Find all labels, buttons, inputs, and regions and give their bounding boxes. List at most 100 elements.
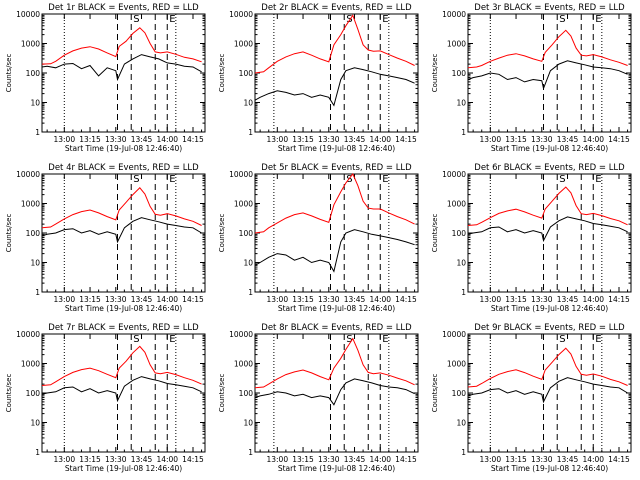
- chart-panel-9: Det 9r BLACK = Events, RED = LLD 1 10 100 10…: [431, 323, 632, 473]
- x-tick-label: 13:45: [557, 455, 579, 464]
- y-tick-label: 1: [35, 288, 40, 297]
- y-tick-label: 1: [248, 448, 253, 457]
- x-tick-label: 13:15: [79, 295, 101, 304]
- lld-series-line: [41, 345, 202, 386]
- x-tick-label: 13:15: [79, 455, 101, 464]
- start-marker-label: S: [346, 14, 352, 25]
- plot-frame: [254, 333, 419, 453]
- chart-panel-5: Det 5r BLACK = Events, RED = LLD 1 10 100 10…: [218, 163, 419, 313]
- x-tick-label: 13:30: [105, 295, 127, 304]
- x-tick-label: 13:15: [505, 455, 527, 464]
- y-tick-label: 10: [456, 259, 466, 268]
- chart-panel-2: Det 2r BLACK = Events, RED = LLD 1 10 100 10…: [218, 3, 419, 153]
- y-tick-label: 10000: [229, 330, 253, 339]
- events-series-line: [254, 229, 415, 273]
- lld-series-line: [467, 347, 628, 388]
- x-tick-label: 14:00: [369, 135, 391, 144]
- x-tick-label: 14:15: [182, 135, 204, 144]
- x-tick-label: 14:15: [608, 455, 630, 464]
- y-tick-label: 10000: [442, 170, 466, 179]
- lld-series-line: [254, 337, 415, 389]
- x-axis-label: Start Time (19-Jul-08 12:46:40): [491, 304, 608, 313]
- start-marker-label: S: [346, 174, 352, 185]
- x-tick-label: 13:15: [292, 295, 314, 304]
- y-tick-label: 1000: [447, 360, 466, 369]
- y-axis-label: Counts/sec: [218, 374, 226, 413]
- y-axis-label: Counts/sec: [218, 54, 226, 93]
- start-marker-label: S: [559, 334, 565, 345]
- y-tick-label: 1000: [447, 200, 466, 209]
- start-marker-label: S: [559, 174, 565, 185]
- chart-panel-4: Det 4r BLACK = Events, RED = LLD 1 10 100 10…: [5, 163, 206, 313]
- end-marker-label: E: [382, 334, 388, 345]
- chart-panel-8: Det 8r BLACK = Events, RED = LLD 1 10 100 10…: [218, 323, 419, 473]
- y-tick-label: 1000: [21, 200, 40, 209]
- y-tick-label: 10000: [16, 10, 40, 19]
- end-marker-label: E: [382, 14, 388, 25]
- plot-frame: [467, 173, 632, 293]
- plot-frame: [41, 13, 206, 133]
- y-tick-label: 10000: [16, 170, 40, 179]
- x-tick-label: 14:00: [582, 455, 604, 464]
- x-tick-label: 13:15: [505, 135, 527, 144]
- chart-title: Det 5r BLACK = Events, RED = LLD: [261, 163, 412, 173]
- y-tick-label: 100: [26, 229, 41, 238]
- chart-panel-7: Det 7r BLACK = Events, RED = LLD 1 10 100 10…: [5, 323, 206, 473]
- x-tick-label: 13:30: [105, 455, 127, 464]
- y-tick-label: 1000: [234, 40, 253, 49]
- y-axis-label: Counts/sec: [431, 54, 439, 93]
- y-tick-label: 1: [248, 288, 253, 297]
- lld-series-line: [41, 27, 202, 65]
- y-tick-label: 100: [452, 229, 467, 238]
- chart-title: Det 8r BLACK = Events, RED = LLD: [261, 323, 412, 333]
- events-series-line: [41, 217, 202, 244]
- events-series-line: [467, 377, 628, 404]
- chart-panel-6: Det 6r BLACK = Events, RED = LLD 1 10 100 10…: [431, 163, 632, 313]
- x-tick-label: 14:00: [582, 135, 604, 144]
- x-tick-label: 13:30: [531, 135, 553, 144]
- y-axis-label: Counts/sec: [5, 374, 13, 413]
- y-tick-label: 100: [452, 69, 467, 78]
- y-tick-label: 1000: [21, 40, 40, 49]
- chart-panel-1: Det 1r BLACK = Events, RED = LLD 1 10 100 10…: [5, 3, 206, 153]
- x-tick-label: 13:30: [318, 135, 340, 144]
- y-tick-label: 100: [239, 389, 254, 398]
- x-tick-label: 13:15: [292, 455, 314, 464]
- x-tick-label: 14:15: [395, 455, 417, 464]
- x-tick-label: 13:00: [479, 295, 501, 304]
- x-tick-label: 13:45: [131, 295, 153, 304]
- y-tick-label: 10000: [229, 170, 253, 179]
- y-tick-label: 100: [452, 389, 467, 398]
- x-axis-label: Start Time (19-Jul-08 12:46:40): [491, 144, 608, 153]
- x-tick-label: 13:45: [131, 455, 153, 464]
- x-axis-label: Start Time (19-Jul-08 12:46:40): [65, 304, 182, 313]
- chart-title: Det 4r BLACK = Events, RED = LLD: [48, 163, 199, 173]
- events-series-line: [254, 67, 415, 107]
- start-marker-label: S: [133, 14, 139, 25]
- x-axis-label: Start Time (19-Jul-08 12:46:40): [278, 464, 395, 473]
- start-marker-label: S: [346, 334, 352, 345]
- start-marker-label: S: [133, 174, 139, 185]
- y-tick-label: 10: [30, 419, 40, 428]
- x-tick-label: 14:15: [608, 135, 630, 144]
- events-series-line: [254, 378, 415, 406]
- start-marker-label: S: [133, 334, 139, 345]
- events-series-line: [41, 54, 202, 82]
- x-tick-label: 14:00: [369, 455, 391, 464]
- y-tick-label: 1: [248, 128, 253, 137]
- x-tick-label: 13:30: [105, 135, 127, 144]
- end-marker-label: E: [169, 14, 175, 25]
- x-tick-label: 13:00: [479, 455, 501, 464]
- x-tick-label: 13:45: [344, 135, 366, 144]
- x-tick-label: 13:45: [557, 295, 579, 304]
- y-tick-label: 10: [243, 99, 253, 108]
- y-tick-label: 1: [35, 128, 40, 137]
- y-tick-label: 1000: [447, 40, 466, 49]
- lld-series-line: [467, 29, 628, 69]
- x-tick-label: 13:30: [531, 455, 553, 464]
- end-marker-label: E: [169, 334, 175, 345]
- chart-title: Det 1r BLACK = Events, RED = LLD: [48, 3, 199, 13]
- end-marker-label: E: [382, 174, 388, 185]
- y-tick-label: 100: [26, 389, 41, 398]
- x-tick-label: 13:45: [344, 295, 366, 304]
